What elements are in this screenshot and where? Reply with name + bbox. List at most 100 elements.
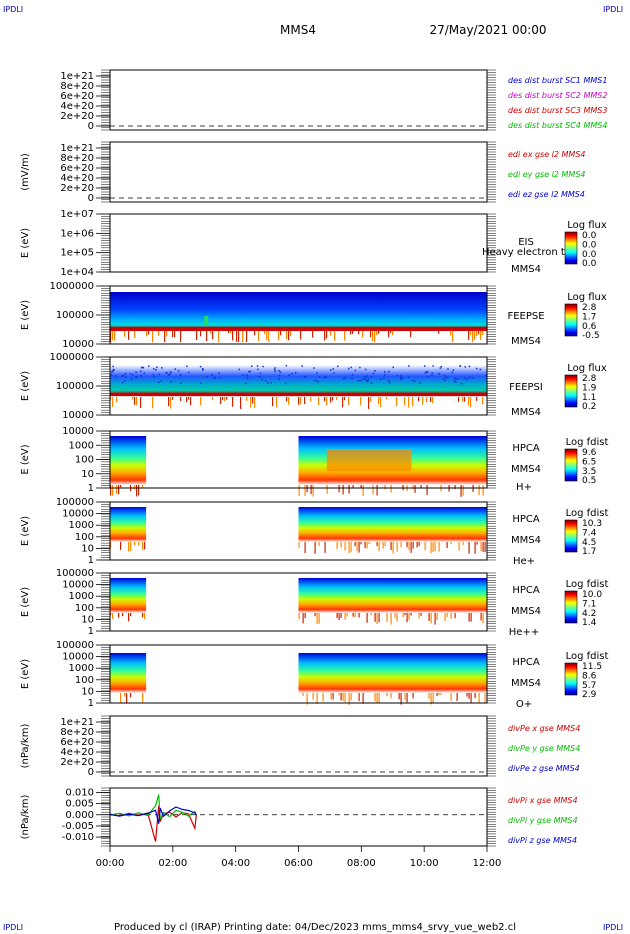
speckle [338, 613, 340, 621]
speckle [210, 331, 212, 334]
speckle [438, 372, 440, 375]
speckle [186, 365, 188, 368]
speckle [438, 542, 440, 552]
speckle [190, 397, 192, 406]
speckle [206, 376, 208, 378]
speckle [480, 331, 482, 340]
speckle [366, 542, 368, 549]
spacecraft-label: MMS4 [511, 464, 541, 475]
speckle [278, 331, 280, 341]
instrument-label: HPCA [512, 585, 540, 596]
speckle [387, 379, 390, 382]
speckle [426, 485, 428, 496]
speckle [440, 693, 442, 696]
speckle [196, 331, 198, 341]
speckle [301, 365, 303, 367]
speckle [188, 397, 190, 400]
speckle [312, 485, 314, 497]
speckle [326, 397, 328, 406]
speckle [362, 331, 364, 338]
speckle [172, 397, 174, 400]
speckle [144, 613, 146, 619]
speckle [298, 613, 300, 620]
speckle [474, 331, 476, 340]
speckle [153, 376, 155, 378]
speckle [451, 371, 454, 374]
speckle [474, 542, 476, 554]
speckle [438, 331, 440, 334]
speckle [456, 693, 458, 702]
speckle [364, 542, 366, 548]
y-axis-label: (mV/m) [20, 153, 31, 191]
legend-entry: edi ez gse l2 MMS4 [508, 190, 585, 199]
legend-entry: des dist burst SC4 MMS4 [508, 121, 607, 130]
series-line [109, 805, 197, 842]
speckle [360, 485, 362, 488]
speckle [136, 485, 138, 497]
tick-label: 4e+20 [60, 747, 94, 758]
species-label: He++ [509, 627, 539, 638]
speckle [110, 374, 113, 376]
speckle [134, 331, 136, 339]
tick-label: 1e+21 [60, 717, 94, 728]
tick-label: 1 [88, 555, 94, 566]
speckle [436, 693, 438, 697]
speckle [140, 375, 142, 377]
speckle [279, 371, 282, 374]
speckle [257, 368, 259, 371]
speckle [360, 397, 362, 406]
speckle [322, 693, 324, 702]
speckle [390, 485, 392, 493]
speckle [404, 693, 406, 701]
colorbar-label: 2.8 [582, 374, 597, 384]
speckle [110, 542, 112, 549]
speckle [400, 542, 402, 548]
speckle [274, 367, 276, 369]
speckle [444, 613, 446, 622]
speckle [410, 331, 412, 338]
speckle [332, 693, 334, 700]
speckle [462, 485, 464, 496]
speckle [254, 397, 256, 408]
colorbar [564, 448, 578, 482]
speckle [383, 371, 386, 373]
speckle [362, 693, 364, 704]
speckle [116, 397, 118, 403]
speckle [343, 377, 345, 380]
speckle [454, 485, 456, 490]
speckle [128, 331, 130, 340]
speckle [111, 371, 113, 373]
speckle [452, 331, 454, 343]
speckle [134, 397, 136, 405]
panel-frame [109, 141, 488, 203]
speckle [300, 397, 302, 405]
speckle [174, 368, 177, 370]
speckle [348, 397, 350, 406]
tick-label: 100 [75, 603, 94, 614]
speckle [135, 371, 137, 373]
spacecraft-label: MMS4 [511, 336, 541, 347]
tick-label: 4e+20 [60, 173, 94, 184]
speckle [340, 693, 342, 701]
speckle [466, 378, 468, 380]
speckle [348, 542, 350, 554]
speckle [142, 613, 144, 618]
speckle [249, 370, 251, 373]
colorbar-label: 10.0 [582, 590, 602, 600]
speckle [472, 331, 474, 342]
speckle [454, 613, 456, 619]
tick-label: 10 [81, 469, 94, 480]
speckle [468, 542, 470, 554]
colorbar-label: 5.7 [582, 681, 596, 691]
speckle [378, 542, 380, 552]
speckle [142, 366, 145, 369]
speckle [450, 613, 452, 619]
tick-label: 1e+05 [60, 248, 94, 259]
speckle [390, 613, 392, 625]
speckle [404, 397, 406, 406]
colorbar-title: Log fdist [566, 579, 609, 590]
tick-label: 1 [88, 626, 94, 637]
tick-label: 10000 [62, 426, 94, 437]
speckle [179, 374, 182, 377]
